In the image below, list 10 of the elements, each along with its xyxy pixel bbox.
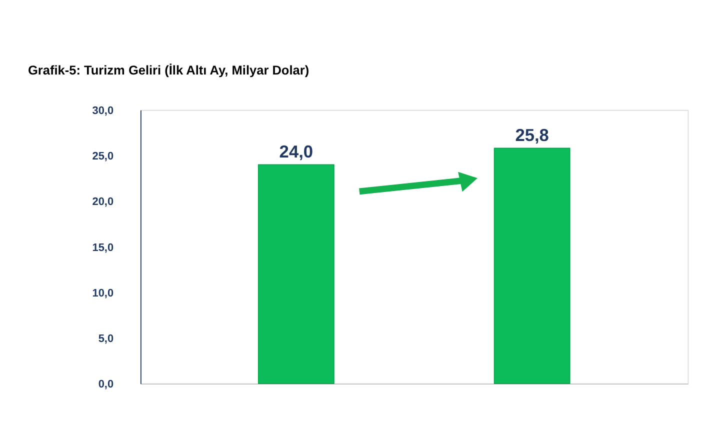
y-tick-label: 10,0 <box>92 287 114 300</box>
y-tick-label: 15,0 <box>92 242 114 254</box>
chart-title: Grafik-5: Turizm Geliri (İlk Altı Ay, Milyar Dolar) <box>28 62 310 78</box>
y-tick-label: 20,0 <box>92 196 114 208</box>
data-label: 25,8 <box>515 124 550 145</box>
y-tick-label: 5,0 <box>98 333 114 346</box>
data-label: 24,0 <box>279 141 314 162</box>
y-tick-label: 0,0 <box>98 378 114 391</box>
y-tick-label: 30,0 <box>92 105 114 118</box>
y-tick-label: 25,0 <box>92 150 114 163</box>
